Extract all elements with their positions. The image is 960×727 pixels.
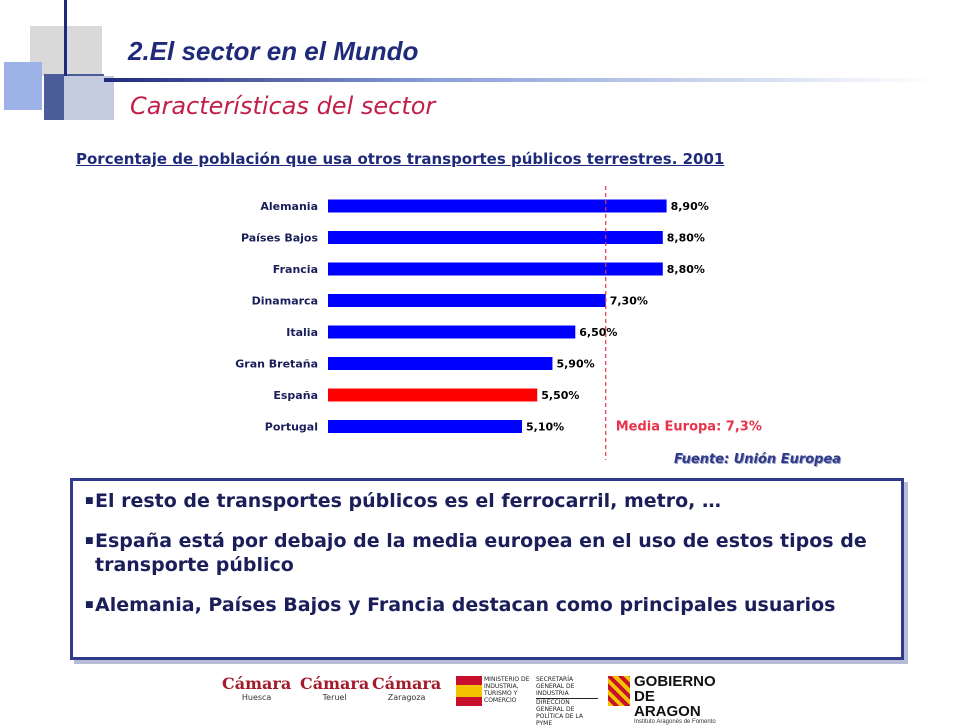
value-label: 8,80% — [667, 232, 705, 245]
camara-teruel-logo: Cámara Teruel — [300, 674, 370, 702]
notes-box: ■ El resto de transportes públicos es el… — [70, 478, 904, 660]
value-label: 6,50% — [579, 326, 617, 339]
footer-logos: Cámara Huesca Cámara Teruel Cámara Zarag… — [216, 674, 716, 727]
bullet-icon: ■ — [85, 600, 94, 610]
page-subtitle: Características del sector — [130, 92, 436, 120]
bar — [328, 420, 523, 433]
note-item: ■ Alemania, Países Bajos y Francia desta… — [85, 593, 889, 617]
category-label: Alemania — [260, 200, 318, 213]
category-label: España — [273, 389, 318, 402]
value-label: 5,50% — [541, 389, 579, 402]
bullet-icon: ■ — [85, 536, 94, 546]
note-text: Alemania, Países Bajos y Francia destaca… — [95, 594, 836, 616]
camara-huesca-logo: Cámara Huesca — [222, 674, 292, 702]
value-label: 7,30% — [610, 295, 648, 308]
bar — [328, 388, 538, 402]
value-label: 5,90% — [556, 358, 594, 371]
gobierno-aragon-logo: GOBIERNO DE ARAGON Instituto Aragonés de… — [634, 673, 716, 725]
camara-zaragoza-logo: Cámara Zaragoza — [372, 674, 442, 702]
spain-shield-icon — [456, 676, 482, 706]
value-label: 8,90% — [671, 200, 709, 213]
secretaria-text: SECRETARÍA GENERAL DE INDUSTRIA DIRECCIÓ… — [536, 676, 598, 727]
page-title: 2.El sector en el Mundo — [128, 36, 419, 66]
ministerio-text: MINISTERIO DE INDUSTRIA, TURISMO Y COMER… — [484, 676, 530, 704]
bar — [328, 325, 576, 339]
chart-source: Fuente: Unión Europea — [674, 452, 842, 467]
value-label: 8,80% — [667, 263, 705, 276]
note-item: ■ España está por debajo de la media eur… — [85, 529, 889, 577]
category-label: Gran Bretaña — [235, 358, 318, 371]
reference-label: Media Europa: 7,3% — [616, 420, 762, 435]
bar — [328, 231, 663, 244]
category-label: Dinamarca — [252, 295, 318, 308]
category-label: Países Bajos — [241, 232, 318, 245]
category-label: Portugal — [265, 421, 318, 434]
bar-chart: Alemania 8,90% Países Bajos 8,80% Francia 8,8… — [235, 186, 762, 460]
bullet-icon: ■ — [85, 496, 94, 506]
bar — [328, 199, 667, 213]
chart-title: Porcentaje de población que usa otros tr… — [76, 150, 725, 168]
title-underline — [104, 78, 934, 82]
aragon-flag-icon — [608, 676, 630, 706]
category-label: Francia — [273, 263, 318, 276]
category-label: Italia — [286, 326, 318, 339]
value-label: 5,10% — [526, 421, 564, 434]
note-text: El resto de transportes públicos es el f… — [95, 490, 722, 512]
note-item: ■ El resto de transportes públicos es el… — [85, 489, 889, 513]
note-text: España está por debajo de la media europ… — [95, 530, 867, 576]
bar — [328, 357, 553, 370]
bar — [328, 262, 663, 276]
bar — [328, 294, 606, 307]
